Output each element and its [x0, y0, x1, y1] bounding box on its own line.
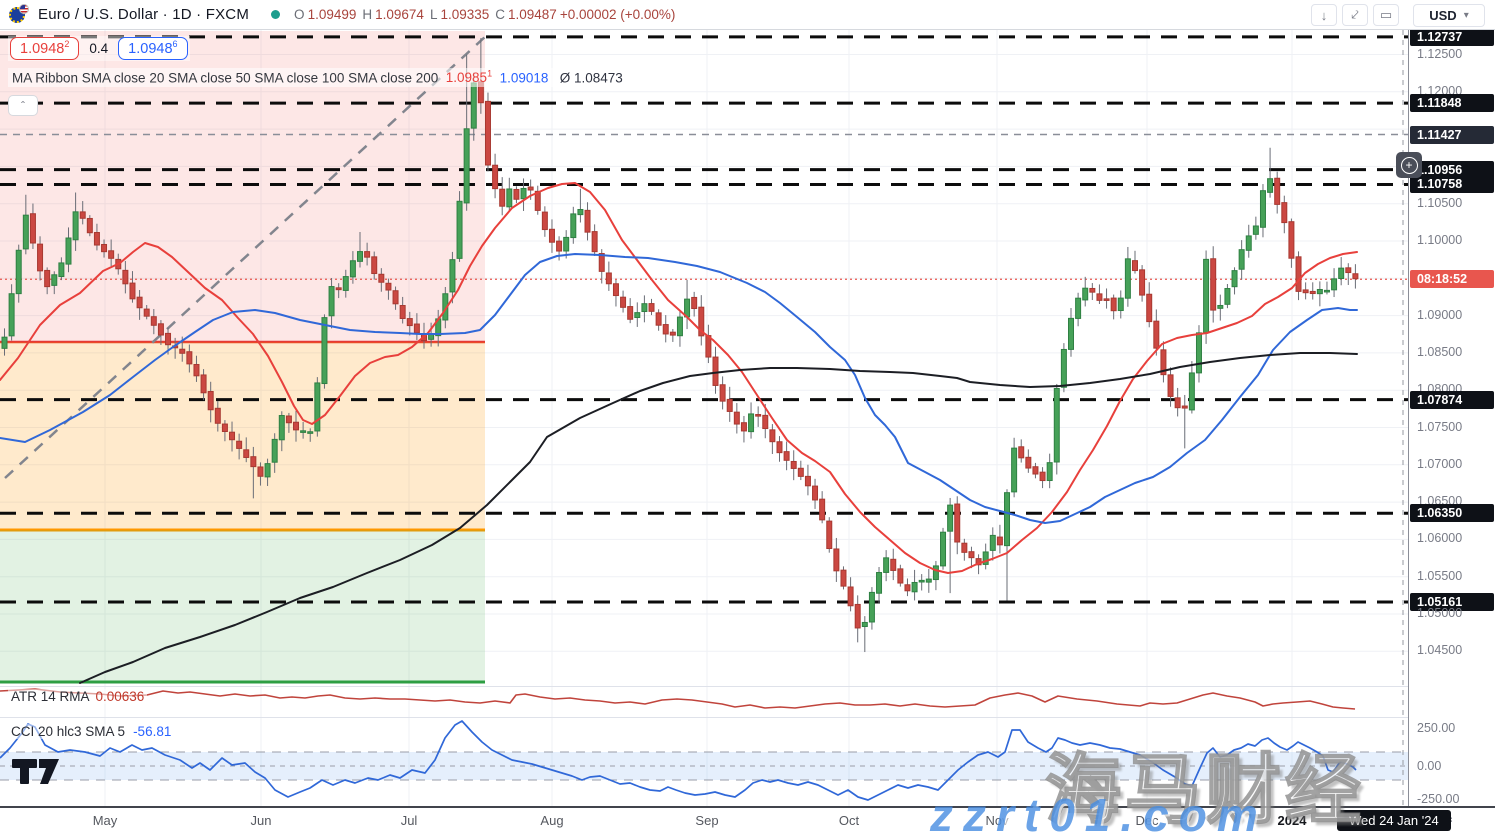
price-axis-label: 250.00 — [1417, 721, 1456, 735]
price-axis-label: 0.00 — [1417, 759, 1442, 773]
currency-dropdown[interactable]: USD ▾ — [1413, 4, 1485, 27]
price-axis-label: -250.00 — [1417, 792, 1460, 806]
price-axis-badge: 1.10956 — [1410, 160, 1494, 179]
chart-legend: 1.09482 0.4 1.09486 MA Ribbon SMA close … — [8, 36, 627, 117]
time-axis-label-jun: Jun — [250, 813, 272, 828]
time-axis[interactable]: Wed 24 Jan '24 ⚙ MayJunJulAugSepOctNovDe… — [0, 806, 1495, 832]
crosshair-date-badge: Wed 24 Jan '24 — [1337, 810, 1451, 831]
ohlc-o-label: O — [294, 7, 305, 22]
price-axis-label: 1.06000 — [1417, 531, 1463, 546]
ohlc-o-value: 1.09499 — [307, 7, 357, 22]
price-axis-label: 1.12500 — [1417, 46, 1463, 61]
cci-indicator-label[interactable]: CCI 20 hlc3 SMA 5 -56.81 — [8, 724, 175, 739]
currency-value: USD — [1429, 8, 1457, 23]
price-axis-label: 1.07000 — [1417, 456, 1463, 471]
atr-indicator-label[interactable]: ATR 14 RMA 0.00636 — [8, 689, 148, 704]
price-axis-label: 1.05500 — [1417, 568, 1463, 583]
price-axis-badge: 1.12737 — [1410, 27, 1494, 46]
ohlc-change-value: +0.00002 (+0.00%) — [559, 7, 676, 22]
price-axis-badge: 1.10758 — [1410, 175, 1494, 194]
price-axis-label: 1.04500 — [1417, 643, 1463, 658]
price-axis-badge: 1.11848 — [1410, 94, 1494, 113]
time-axis-label-2024: 2024 — [1277, 813, 1307, 828]
chevron-down-icon: ▾ — [1463, 10, 1469, 21]
symbol-title[interactable]: Euro / U.S. Dollar · 1D · FXCM — [38, 6, 250, 23]
time-axis-label-dec: Dec — [1135, 813, 1159, 828]
ohlc-l-value: 1.09335 — [440, 7, 490, 22]
price-axis-label: 1.10000 — [1417, 233, 1463, 247]
price-axis-badge: 08:18:52 — [1410, 270, 1494, 289]
time-axis-label-oct: Oct — [838, 813, 860, 828]
price-range-mid-label: 0.4 — [89, 40, 109, 56]
ma-ribbon-title: MA Ribbon SMA close 20 SMA close 50 SMA … — [12, 70, 439, 86]
symbol-toolbar: Euro / U.S. Dollar · 1D · FXCM O 1.09499… — [0, 0, 1495, 30]
ohlc-h-value: 1.09674 — [375, 7, 424, 22]
tradingview-logo[interactable] — [12, 755, 60, 791]
add-alert-plus-icon[interactable]: + — [1396, 152, 1422, 178]
price-axis-label: 1.09000 — [1417, 307, 1463, 322]
ohlc-c-value: 1.09487 — [508, 7, 557, 22]
ohlc-values: O 1.09499 H 1.09674 L 1.09335 C 1.09487 … — [294, 7, 675, 22]
price-axis-badge: 1.06350 — [1410, 504, 1494, 523]
price-axis-badge: 1.07874 — [1410, 390, 1494, 409]
time-axis-label-jul: Jul — [400, 813, 418, 828]
ohlc-c-label: C — [495, 7, 506, 22]
maximize-pane-icon[interactable]: ▭ — [1373, 4, 1399, 26]
eurusd-flag-icon — [9, 3, 31, 24]
time-axis-label-sep: Sep — [695, 813, 719, 828]
price-axis[interactable]: + 1.12737 1.12500 1.12000 1.11848 1.11427 1.1… — [1396, 27, 1495, 806]
price-range-top-label[interactable]: 1.09482 — [10, 37, 80, 60]
price-axis-label: 1.08500 — [1417, 344, 1463, 359]
price-axis-badge: 1.11427 — [1410, 125, 1494, 144]
scroll-to-recent-icon[interactable]: ↓ — [1311, 4, 1337, 26]
ohlc-h-label: H — [362, 7, 373, 22]
legend-collapse-button[interactable]: ˆ — [8, 95, 38, 117]
time-axis-label-nov: Nov — [985, 813, 1009, 828]
time-axis-label-aug: Aug — [540, 813, 564, 828]
price-range-bottom-label[interactable]: 1.09486 — [118, 37, 188, 60]
price-axis-label: 1.10500 — [1417, 195, 1463, 210]
collapse-pane-icon[interactable]: ⤦ — [1342, 4, 1368, 26]
market-open-dot-icon — [271, 10, 281, 19]
price-axis-label: 1.05000 — [1417, 606, 1463, 620]
us-flag-icon — [19, 3, 29, 14]
price-axis-label: 1.07500 — [1417, 419, 1463, 434]
ma-ribbon-legend[interactable]: MA Ribbon SMA close 20 SMA close 50 SMA … — [8, 67, 627, 88]
ohlc-l-label: L — [429, 7, 438, 22]
time-axis-label-may: May — [92, 813, 118, 828]
price-axis-badge: 1.05161 — [1410, 592, 1494, 611]
